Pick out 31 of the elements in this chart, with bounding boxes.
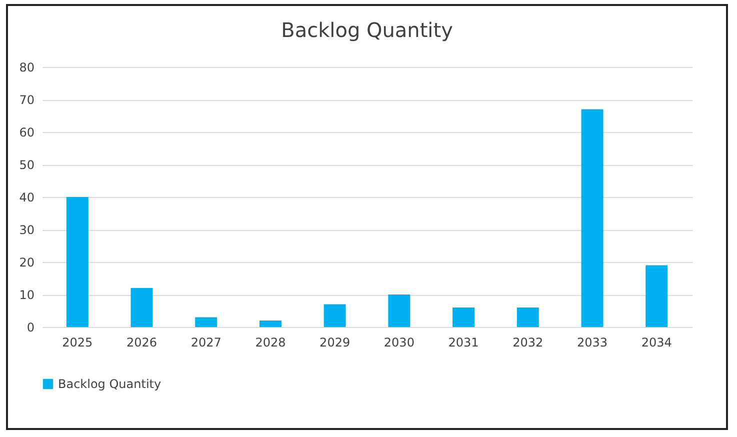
x-tick-label: 2030	[384, 336, 414, 350]
bar	[388, 294, 410, 327]
y-tick-label: 10	[19, 288, 34, 302]
x-tick-label: 2034	[641, 336, 672, 350]
y-tick-label: 80	[19, 60, 34, 74]
x-tick-label: 2026	[126, 336, 158, 350]
legend-label: Backlog Quantity	[58, 377, 162, 391]
y-tick-label: 0	[26, 320, 34, 334]
y-tick-label: 60	[19, 126, 34, 140]
bar	[259, 320, 282, 327]
y-tick-label: 40	[19, 190, 34, 204]
bar	[516, 308, 539, 327]
bar	[66, 197, 88, 327]
bar	[324, 304, 346, 327]
bar	[195, 317, 218, 327]
chart-title: Backlog Quantity	[281, 18, 454, 42]
y-tick-label: 50	[19, 158, 34, 172]
bar	[452, 308, 475, 327]
x-tick-label: 2031	[448, 336, 479, 350]
x-tick-label: 2033	[576, 336, 608, 350]
y-tick-label: 20	[19, 256, 34, 270]
x-tick-label: 2028	[255, 336, 286, 350]
x-tick-label: 2027	[190, 336, 222, 350]
x-tick-label: 2032	[512, 336, 544, 350]
bar	[646, 265, 668, 327]
x-tick-label: 2029	[320, 336, 350, 350]
x-tick-label: 2025	[62, 336, 93, 350]
bar	[130, 288, 153, 327]
y-tick-label: 70	[19, 93, 34, 107]
bar	[581, 109, 604, 327]
y-tick-label: 30	[19, 223, 34, 237]
